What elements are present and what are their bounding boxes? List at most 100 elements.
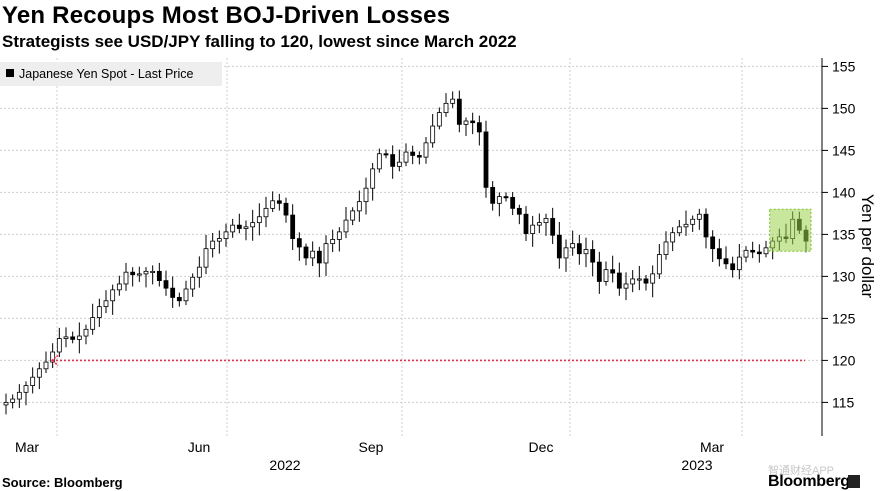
candle-62 <box>416 151 422 165</box>
candle-101 <box>676 220 682 237</box>
candle-13 <box>90 303 96 335</box>
candle-44 <box>296 232 302 261</box>
candle-36 <box>243 220 249 241</box>
candle-111 <box>743 246 749 263</box>
candle-61 <box>410 145 416 165</box>
candle-70 <box>470 112 476 135</box>
candle-55 <box>370 163 376 201</box>
candle-38 <box>256 203 262 236</box>
candle-50 <box>336 227 342 252</box>
candle-52 <box>350 207 356 226</box>
candle-54 <box>363 177 369 215</box>
candle-16 <box>110 284 116 315</box>
candle-46 <box>310 241 316 267</box>
candle-66 <box>443 93 449 117</box>
candle-6 <box>43 351 49 373</box>
x-tick-label-1: Jun <box>188 439 211 455</box>
candle-93 <box>623 272 629 301</box>
candle-67 <box>450 91 456 108</box>
candle-107 <box>716 238 722 267</box>
candle-112 <box>750 241 756 259</box>
candle-109 <box>730 256 736 278</box>
candle-19 <box>130 267 136 287</box>
candle-73 <box>490 181 496 211</box>
candle-11 <box>76 322 82 354</box>
candle-84 <box>563 239 569 272</box>
x-tick-label-2: Sep <box>359 439 384 455</box>
y-axis-ticks: 115 120 125 130 135 140 145 150 155 <box>822 58 856 410</box>
candle-79 <box>530 215 536 247</box>
candle-27 <box>183 280 189 306</box>
y-tick-label-155: 155 <box>832 58 856 74</box>
candle-105 <box>703 208 709 249</box>
source-note: Source: Bloomberg <box>2 475 123 490</box>
candle-110 <box>736 243 742 280</box>
candle-65 <box>436 107 442 130</box>
year-label-2023: 2023 <box>681 457 712 473</box>
candle-71 <box>476 115 482 146</box>
candle-39 <box>263 196 269 228</box>
candle-72 <box>483 120 489 198</box>
chart-subtitle: Strategists see USD/JPY falling to 120, … <box>2 32 517 51</box>
y-tick-label-115: 115 <box>832 394 855 410</box>
candle-69 <box>463 117 469 136</box>
y-tick-label-120: 120 <box>832 352 856 368</box>
y-tick-label-130: 130 <box>832 268 856 284</box>
candle-114 <box>763 240 769 258</box>
candle-64 <box>430 114 436 148</box>
candle-45 <box>303 243 309 266</box>
candle-100 <box>670 227 676 252</box>
legend-swatch <box>6 69 14 77</box>
candle-26 <box>176 292 182 307</box>
candle-3 <box>23 381 29 406</box>
candle-60 <box>403 143 409 167</box>
bloomberg-logo: Bloomberg <box>768 473 850 490</box>
candle-47 <box>316 246 322 278</box>
x-tick-label-4: Mar <box>700 439 724 455</box>
candle-88 <box>590 240 596 277</box>
candle-94 <box>630 270 636 293</box>
y-axis-label: Yen per dollar <box>858 194 877 299</box>
candle-33 <box>223 223 229 247</box>
candle-58 <box>390 145 396 179</box>
candle-87 <box>583 237 589 268</box>
candle-51 <box>343 206 349 239</box>
candle-103 <box>690 215 696 232</box>
candle-49 <box>330 229 336 253</box>
candle-35 <box>236 213 242 234</box>
x-axis-ticks: Mar Jun Sep Dec Mar <box>15 439 724 455</box>
recent-range-highlight <box>769 208 812 252</box>
y-tick-label-145: 145 <box>832 142 856 158</box>
y-tick-label-135: 135 <box>832 226 856 242</box>
candle-91 <box>610 255 616 283</box>
candle-10 <box>70 331 76 344</box>
grid-lines <box>0 58 822 436</box>
candle-97 <box>650 265 656 298</box>
candle-56 <box>376 148 382 173</box>
candle-98 <box>656 244 662 279</box>
candle-23 <box>156 262 162 287</box>
candle-82 <box>550 207 556 245</box>
candle-86 <box>576 234 582 265</box>
candle-57 <box>383 149 389 159</box>
candle-40 <box>270 191 276 212</box>
watermark-text: 智通财经APP <box>768 465 835 477</box>
candle-68 <box>456 90 462 133</box>
y-tick-label-150: 150 <box>832 100 856 116</box>
candle-8 <box>56 327 62 358</box>
candle-15 <box>103 290 109 314</box>
candle-92 <box>616 262 622 296</box>
candle-104 <box>696 208 702 230</box>
candle-76 <box>510 192 516 216</box>
legend-label: Japanese Yen Spot - Last Price <box>19 67 193 81</box>
candle-43 <box>290 204 296 251</box>
candle-24 <box>163 270 169 296</box>
candle-81 <box>543 213 549 236</box>
candle-20 <box>136 266 142 282</box>
x-tick-label-0: Mar <box>15 439 39 455</box>
candle-22 <box>150 265 156 285</box>
candle-28 <box>190 273 196 297</box>
candle-9 <box>63 327 69 348</box>
candle-17 <box>116 275 122 296</box>
